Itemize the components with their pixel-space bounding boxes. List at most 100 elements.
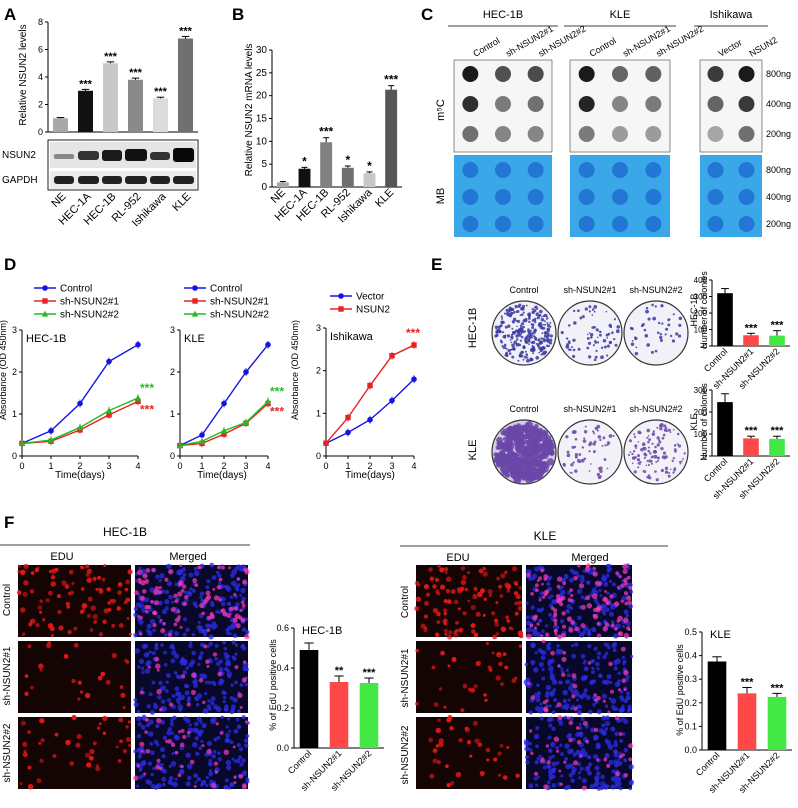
- colony: [520, 306, 524, 310]
- dapi-cell: [223, 652, 229, 657]
- mb-dot: [707, 216, 724, 232]
- dapi-cell: [600, 781, 606, 787]
- x-tick-label: 1: [199, 461, 204, 471]
- edu-cell: [73, 626, 78, 631]
- colony: [591, 314, 594, 316]
- edu-cell: [436, 611, 441, 617]
- bar-sh-NSUN2#1: [743, 335, 759, 346]
- significance-label: ***: [741, 676, 755, 688]
- dapi-cell: [580, 595, 585, 600]
- dapi-cell: [191, 632, 196, 637]
- dapi-cell: [622, 732, 626, 736]
- merged-cell: [133, 775, 139, 781]
- colony: [511, 327, 514, 330]
- merged-cell: [578, 583, 585, 589]
- dapi-cell: [197, 662, 201, 667]
- mb-dot: [707, 162, 724, 178]
- colony: [535, 317, 537, 320]
- dapi-cell: [610, 698, 617, 704]
- dapi-cell: [598, 588, 602, 592]
- dapi-cell: [618, 751, 622, 755]
- edu-cell: [38, 610, 43, 614]
- merged-cell: [215, 722, 219, 726]
- colony: [593, 310, 596, 313]
- edu-image: [416, 641, 522, 713]
- merged-cell: [526, 681, 531, 686]
- dapi-cell: [136, 716, 142, 722]
- dapi-cell: [214, 656, 219, 661]
- dapi-cell: [541, 676, 546, 681]
- merged-cell: [239, 705, 243, 710]
- colony: [596, 472, 601, 477]
- dapi-cell: [610, 776, 617, 782]
- colony: [515, 448, 521, 453]
- dapi-cell: [532, 631, 538, 637]
- dapi-cell: [205, 784, 209, 788]
- dapi-cell: [623, 698, 629, 704]
- edu-cell: [90, 605, 96, 611]
- dapi-cell: [133, 606, 139, 612]
- edu-cell: [57, 609, 62, 615]
- dapi-cell: [617, 682, 621, 687]
- significance-label: ***: [319, 125, 333, 139]
- colony: [531, 308, 534, 311]
- dapi-cell: [626, 621, 631, 626]
- colony: [526, 475, 532, 481]
- dapi-cell: [525, 755, 530, 760]
- colony: [646, 459, 649, 462]
- dapi-cell: [144, 597, 150, 603]
- m5c-dot: [707, 66, 724, 82]
- colony: [524, 439, 529, 445]
- dapi-cell: [581, 674, 588, 681]
- dapi-cell: [225, 759, 232, 766]
- merged-cell: [192, 578, 198, 583]
- merged-cell: [206, 748, 212, 755]
- dapi-cell: [525, 627, 531, 633]
- dapi-cell: [199, 595, 203, 599]
- dapi-cell: [223, 784, 229, 790]
- y-tick-label: 1: [316, 408, 321, 418]
- colony: [591, 308, 595, 311]
- dapi-cell: [167, 727, 172, 732]
- dapi-cell: [596, 655, 601, 660]
- edu-cell: [462, 575, 467, 580]
- panel-d-xlabel-3: Time(days): [345, 470, 395, 481]
- edu-cell: [428, 737, 434, 743]
- colony: [661, 455, 666, 459]
- edu-cell: [54, 732, 59, 737]
- significance-label: ***: [745, 322, 759, 334]
- merged-cell: [628, 757, 632, 762]
- merged-cell: [232, 617, 238, 623]
- mb-dot: [645, 162, 662, 178]
- dapi-cell: [133, 749, 137, 754]
- dapi-cell: [541, 566, 545, 570]
- merged-cell: [203, 644, 208, 649]
- dapi-cell: [630, 779, 634, 784]
- dapi-cell: [591, 666, 595, 670]
- merged-cell: [151, 567, 157, 573]
- colony: [652, 449, 657, 454]
- edu-cell: [502, 775, 508, 781]
- colony: [680, 460, 683, 463]
- merged-cell: [529, 623, 534, 627]
- dapi-cell: [564, 574, 569, 580]
- merged-cell: [180, 674, 186, 679]
- edu-cell: [487, 589, 493, 595]
- mb-dot: [578, 189, 595, 205]
- colony: [594, 355, 598, 359]
- dapi-cell: [525, 569, 531, 574]
- edu-cell: [473, 586, 478, 592]
- merged-cell: [235, 623, 241, 629]
- edu-cell: [128, 743, 132, 748]
- colony: [672, 456, 675, 460]
- legend-label: sh-NSUN2#1: [210, 297, 269, 308]
- colony: [613, 318, 617, 321]
- dapi-cell: [215, 570, 220, 575]
- dapi-cell: [610, 726, 616, 732]
- bar-Ishikawa: [153, 98, 168, 132]
- panel-f-row-control-2: Control: [400, 586, 411, 618]
- edu-cell: [51, 634, 55, 638]
- bar-sh-NSUN2#2: [767, 696, 787, 750]
- x-tick-label: 3: [243, 461, 248, 471]
- dapi-cell: [168, 764, 172, 768]
